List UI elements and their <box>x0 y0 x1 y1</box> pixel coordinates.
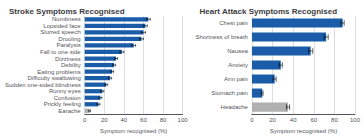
svg-text:20: 20 <box>101 117 108 123</box>
svg-text:Earache: Earache <box>58 108 81 114</box>
svg-text:0: 0 <box>250 117 254 123</box>
svg-text:20: 20 <box>269 117 276 123</box>
svg-text:Difficulty swallowing: Difficulty swallowing <box>27 75 80 81</box>
svg-text:0: 0 <box>83 117 87 123</box>
svg-text:Fall to one side: Fall to one side <box>40 49 81 55</box>
svg-text:Stroke Symptoms Recognised: Stroke Symptoms Recognised <box>9 7 125 16</box>
svg-text:80: 80 <box>331 117 338 123</box>
svg-text:Paralysis: Paralysis <box>56 42 80 48</box>
svg-text:Eating problems: Eating problems <box>37 69 80 75</box>
svg-text:Symptom recognised (%): Symptom recognised (%) <box>100 128 167 134</box>
svg-text:Symptom recognised (%): Symptom recognised (%) <box>270 128 337 134</box>
svg-text:Confusion: Confusion <box>54 95 81 101</box>
svg-text:Runny eyes: Runny eyes <box>49 88 81 94</box>
svg-text:Headache: Headache <box>221 104 249 110</box>
svg-text:Lopsided face: Lopsided face <box>43 23 81 29</box>
svg-text:Slurred speech: Slurred speech <box>40 29 80 35</box>
svg-text:100: 100 <box>350 117 361 123</box>
svg-text:Chest pain: Chest pain <box>219 20 248 26</box>
svg-text:Stomach pain: Stomach pain <box>211 90 248 96</box>
svg-text:80: 80 <box>160 117 167 123</box>
svg-text:Arm pain: Arm pain <box>224 76 248 82</box>
svg-text:Prickly feeling: Prickly feeling <box>44 101 81 107</box>
svg-text:Shortness of breath: Shortness of breath <box>196 34 248 40</box>
svg-text:Dizziness: Dizziness <box>55 56 81 62</box>
svg-text:Heart Attack Symptoms Recognis: Heart Attack Symptoms Recognised <box>200 7 338 16</box>
svg-text:60: 60 <box>140 117 147 123</box>
svg-text:Numbness: Numbness <box>52 16 81 22</box>
svg-text:Nausea: Nausea <box>227 48 248 54</box>
svg-text:60: 60 <box>310 117 317 123</box>
svg-text:Drooling: Drooling <box>58 36 80 42</box>
svg-text:100: 100 <box>178 117 189 123</box>
svg-text:Anxiety: Anxiety <box>228 62 248 68</box>
svg-text:40: 40 <box>290 117 297 123</box>
svg-text:Debility: Debility <box>61 62 81 68</box>
svg-text:40: 40 <box>121 117 128 123</box>
svg-text:Sudden one-sided blindness: Sudden one-sided blindness <box>5 82 81 88</box>
